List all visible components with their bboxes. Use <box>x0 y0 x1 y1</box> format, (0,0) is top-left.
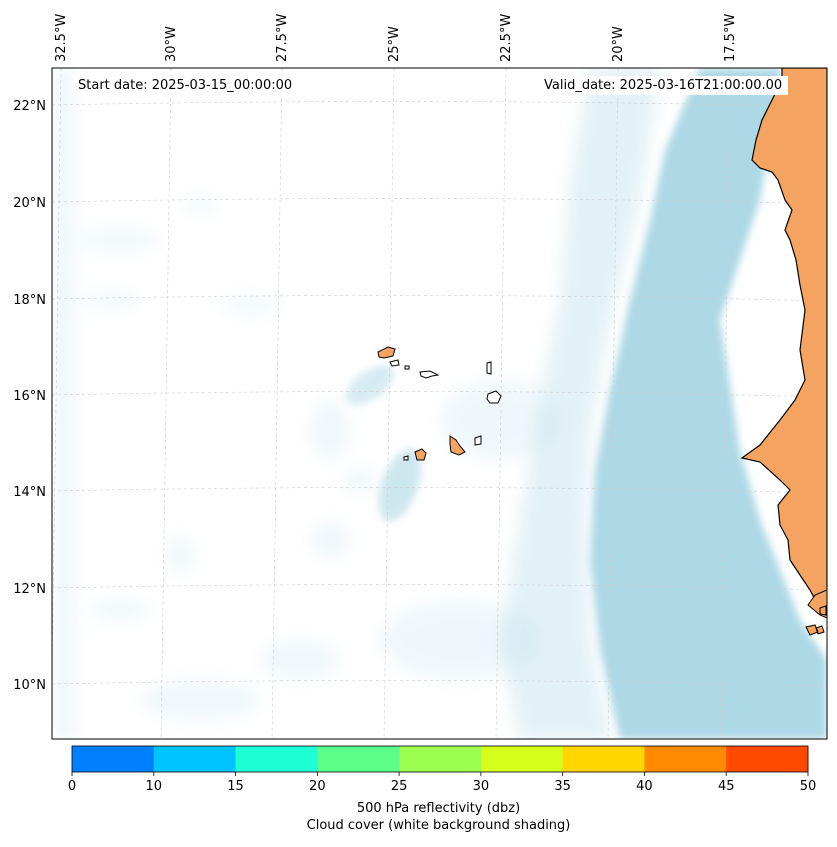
colorbar-bin <box>72 746 155 772</box>
island-santiago <box>449 435 466 456</box>
africa-coastline <box>740 68 827 606</box>
parallel-line <box>52 198 827 205</box>
valid-date-label: Valid_date: 2025-03-16T21:00:00.00 <box>538 76 789 95</box>
latitude-labels: 22°N 20°N 18°N 16°N 14°N 12°N 10°N <box>13 99 46 693</box>
colorbar-tick-label: 45 <box>718 779 735 794</box>
latitude-label: 22°N <box>13 99 46 114</box>
colorbar-bin <box>153 746 237 772</box>
latitude-label: 18°N <box>13 293 46 308</box>
meridian-line <box>160 68 172 739</box>
island-maio <box>474 435 482 446</box>
colorbar-tick-label: 35 <box>554 779 571 794</box>
meridian-line <box>383 68 395 739</box>
longitude-label: 32.5°W <box>54 14 69 62</box>
longitude-label: 25°W <box>387 26 402 62</box>
latitude-label: 12°N <box>13 582 46 597</box>
parallel-line <box>52 487 827 494</box>
island-boa-vista <box>486 390 502 404</box>
island-sao-vicente <box>389 359 400 367</box>
parallel-line <box>52 584 827 591</box>
colorbar-tick-label: 15 <box>227 779 244 794</box>
parallel-line <box>52 680 827 687</box>
latitude-label: 14°N <box>13 485 46 500</box>
island-sao-nicolau <box>419 370 440 379</box>
latitude-label: 16°N <box>13 389 46 404</box>
colorbar-tick-label: 30 <box>473 779 490 794</box>
parallel-line <box>52 295 827 302</box>
colorbar-tick-label: 20 <box>309 779 326 794</box>
colorbar-bin <box>235 746 318 772</box>
colorbar-title: 500 hPa reflectivity (dbz) <box>356 801 521 816</box>
colorbar-tick-label: 50 <box>800 779 817 794</box>
colorbar-tick-label: 10 <box>146 779 163 794</box>
colorbar-bin <box>480 746 564 772</box>
longitude-label: 20°W <box>611 26 626 62</box>
cape-verde-islands <box>377 346 502 461</box>
colorbar-frame <box>71 745 809 773</box>
island-sal <box>486 361 492 375</box>
colorbar-subtitle: Cloud cover (white background shading) <box>306 818 571 833</box>
longitude-label: 27.5°W <box>275 14 290 62</box>
island-santa-luzia <box>404 365 410 370</box>
meridian-line <box>271 68 283 739</box>
bijagos-islands <box>805 605 827 636</box>
island-fogo <box>414 448 427 461</box>
colorbar-bin <box>644 746 727 772</box>
colorbar-tick-label: 0 <box>68 779 76 794</box>
longitude-label: 30°W <box>164 26 179 62</box>
colorbar-tick-label: 25 <box>391 779 408 794</box>
island-santo-antao <box>377 346 396 359</box>
map-frame <box>51 67 828 740</box>
colorbar-bin <box>399 746 482 772</box>
start-date-label: Start date: 2025-03-15_00:00:00 <box>72 76 299 95</box>
graticule <box>52 68 827 739</box>
latitude-label: 20°N <box>13 196 46 211</box>
cloud-cover-layer <box>52 68 827 739</box>
longitude-label: 17.5°W <box>723 14 738 62</box>
island-brava <box>403 455 409 461</box>
latitude-label: 10°N <box>13 678 46 693</box>
meridian-line <box>719 68 731 739</box>
longitude-label: 22.5°W <box>499 14 514 62</box>
colorbar-bin <box>726 746 809 772</box>
colorbar-tick-label: 40 <box>636 779 653 794</box>
colorbar-bin <box>317 746 400 772</box>
meridian-line <box>52 68 62 693</box>
meridian-line <box>607 68 619 739</box>
longitude-labels: 32.5°W 30°W 27.5°W 25°W 22.5°W 20°W 17.5°W <box>54 14 738 62</box>
colorbar-bin <box>562 746 645 772</box>
land-layer <box>740 68 827 636</box>
parallel-line <box>52 101 827 108</box>
parallel-line <box>52 391 827 398</box>
colorbar: 0 10 15 20 25 30 35 40 45 50 <box>68 745 817 794</box>
meridian-line <box>495 68 507 739</box>
